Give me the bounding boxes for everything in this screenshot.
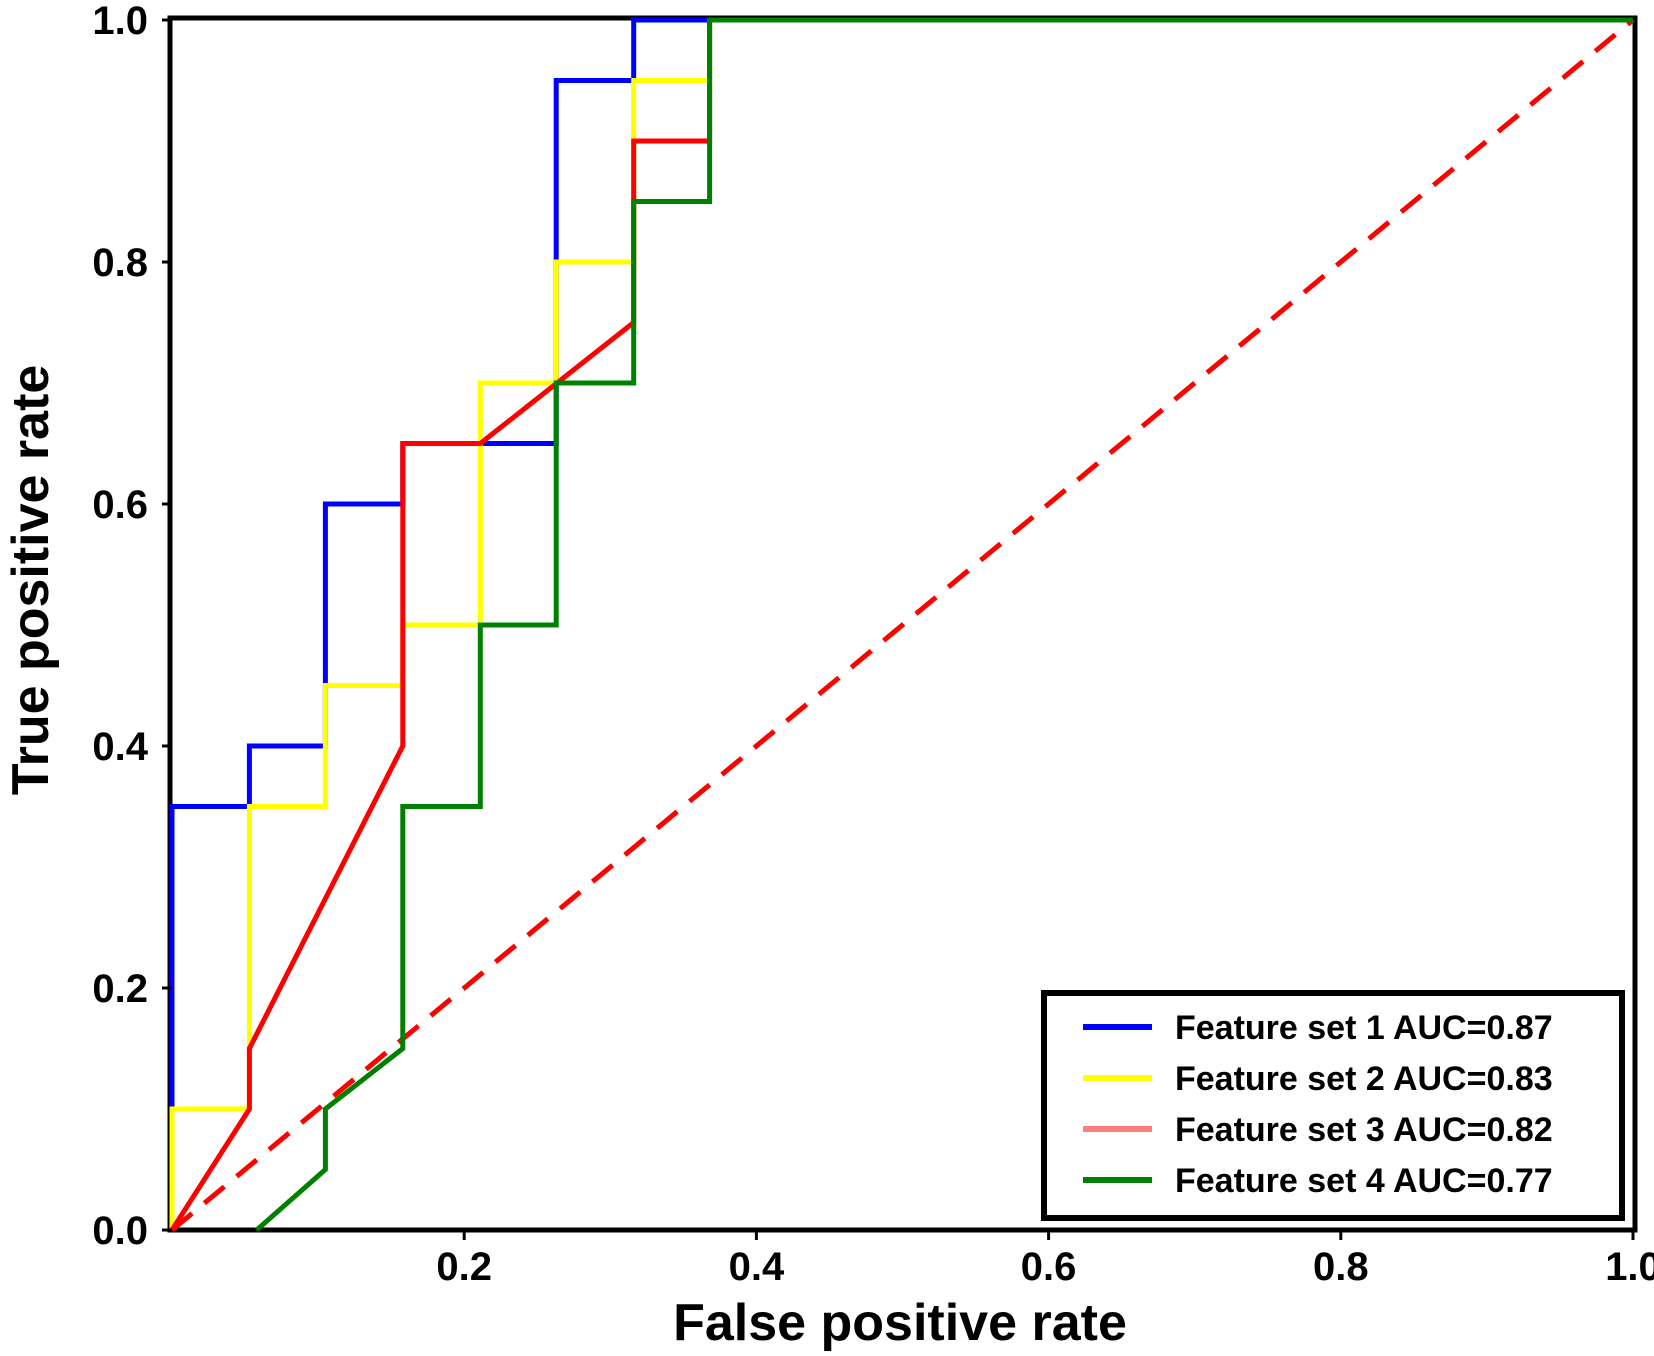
legend-label-1: Feature set 1 AUC=0.87 [1175,1009,1553,1047]
y-tick-label: 0.0 [92,1209,148,1253]
y-tick-label: 0.8 [92,241,148,285]
y-axis-title: True positive rate [2,365,60,796]
y-tick-label: 0.4 [92,725,148,769]
x-tick-label: 0.6 [1021,1245,1077,1289]
x-axis-title: False positive rate [673,1294,1127,1352]
axis-ticks: 0.0 0.2 0.4 0.6 0.8 1.0 0.2 0.4 0.6 0.8 1.0 [92,0,1654,1289]
x-tick-label: 0.4 [729,1245,785,1289]
series-line-4 [255,17,1633,1232]
legend-label-3: Feature set 3 AUC=0.82 [1175,1111,1553,1149]
legend-label-4: Feature set 4 AUC=0.77 [1175,1162,1553,1200]
y-tick-label: 1.0 [92,0,148,43]
legend: Feature set 1 AUC=0.87 Feature set 2 AUC=… [1041,990,1625,1221]
series-layer [169,17,1633,1232]
legend-label-2: Feature set 2 AUC=0.83 [1175,1060,1553,1098]
plot-area [167,15,1638,1233]
legend-entries: Feature set 1 AUC=0.87 Feature set 2 AUC=… [1083,1009,1553,1200]
x-tick-label: 0.2 [436,1245,492,1289]
y-tick-label: 0.2 [92,967,148,1011]
reference-diagonal-line [170,18,1635,1232]
x-tick-label: 1.0 [1605,1245,1654,1289]
reference-line-layer [170,18,1635,1232]
y-tick-label: 0.6 [92,483,148,527]
x-tick-label: 0.8 [1313,1245,1369,1289]
